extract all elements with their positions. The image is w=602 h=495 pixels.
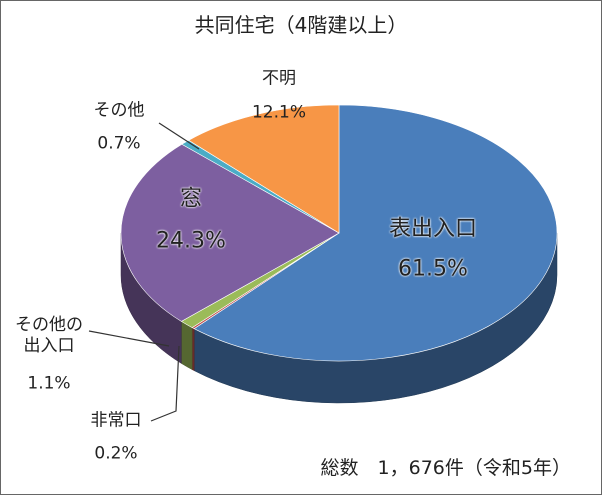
slice-label: 不明 bbox=[262, 68, 296, 89]
pie-slice bbox=[193, 104, 558, 362]
chart-title: 共同住宅（4階建以上） bbox=[194, 13, 408, 37]
slice-label: その他の 出入口 bbox=[15, 314, 83, 356]
value-label: 0.2% bbox=[94, 443, 138, 464]
pie-slice bbox=[120, 143, 340, 322]
slice-label: その他 bbox=[93, 100, 145, 121]
value-label: 0.7% bbox=[97, 133, 141, 154]
leader-line bbox=[150, 345, 180, 422]
value-label: 1.1% bbox=[27, 373, 71, 394]
value-label: 24.3% bbox=[156, 228, 226, 254]
pie-side bbox=[181, 320, 193, 371]
slice-label: 表出入口 bbox=[388, 216, 478, 242]
value-label: 61.5% bbox=[398, 256, 468, 282]
value-label: 12.1% bbox=[251, 102, 307, 123]
slice-label: 非常口 bbox=[90, 410, 142, 431]
leader-line bbox=[158, 122, 200, 150]
pie-slice bbox=[188, 104, 340, 234]
leader-line bbox=[88, 330, 170, 347]
chart-footer: 総数 1，676件（令和5年） bbox=[320, 457, 571, 479]
pie bbox=[120, 104, 558, 404]
leader-lines bbox=[88, 122, 200, 422]
slice-label: 窓 bbox=[179, 186, 203, 212]
pie-side bbox=[191, 327, 195, 372]
